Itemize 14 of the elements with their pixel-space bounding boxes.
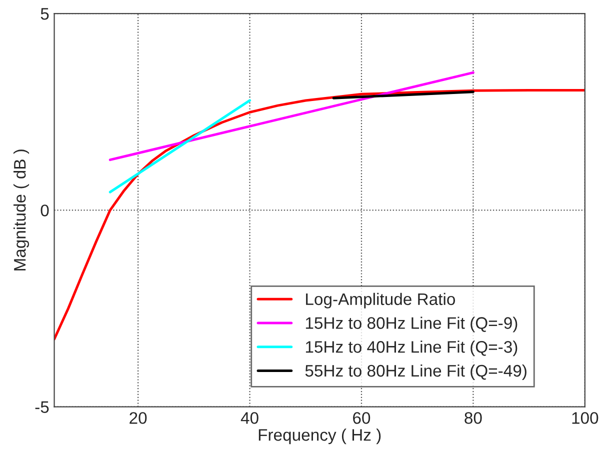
y-tick-label: 5	[40, 8, 49, 20]
y-axis-title: Magnitude ( dB )	[14, 150, 30, 270]
x-tick-label: 60	[353, 412, 370, 424]
legend-label: 15Hz to 40Hz Line Fit (Q=-3)	[306, 340, 518, 356]
x-tick-label: 80	[464, 412, 482, 424]
x-tick-label: 100	[572, 412, 598, 424]
y-tick-label: 0	[40, 204, 49, 216]
x-tick-label: 20	[130, 412, 147, 424]
x-axis-title: Frequency ( Hz )	[258, 428, 381, 444]
legend-label: 15Hz to 80Hz Line Fit (Q=-9)	[306, 316, 518, 332]
legend-label: Log-Amplitude Ratio	[306, 292, 456, 308]
y-tick-label: -5	[35, 401, 49, 414]
x-tick-label: 40	[240, 412, 258, 424]
legend-label: 55Hz to 80Hz Line Fit (Q=-49)	[305, 364, 526, 380]
